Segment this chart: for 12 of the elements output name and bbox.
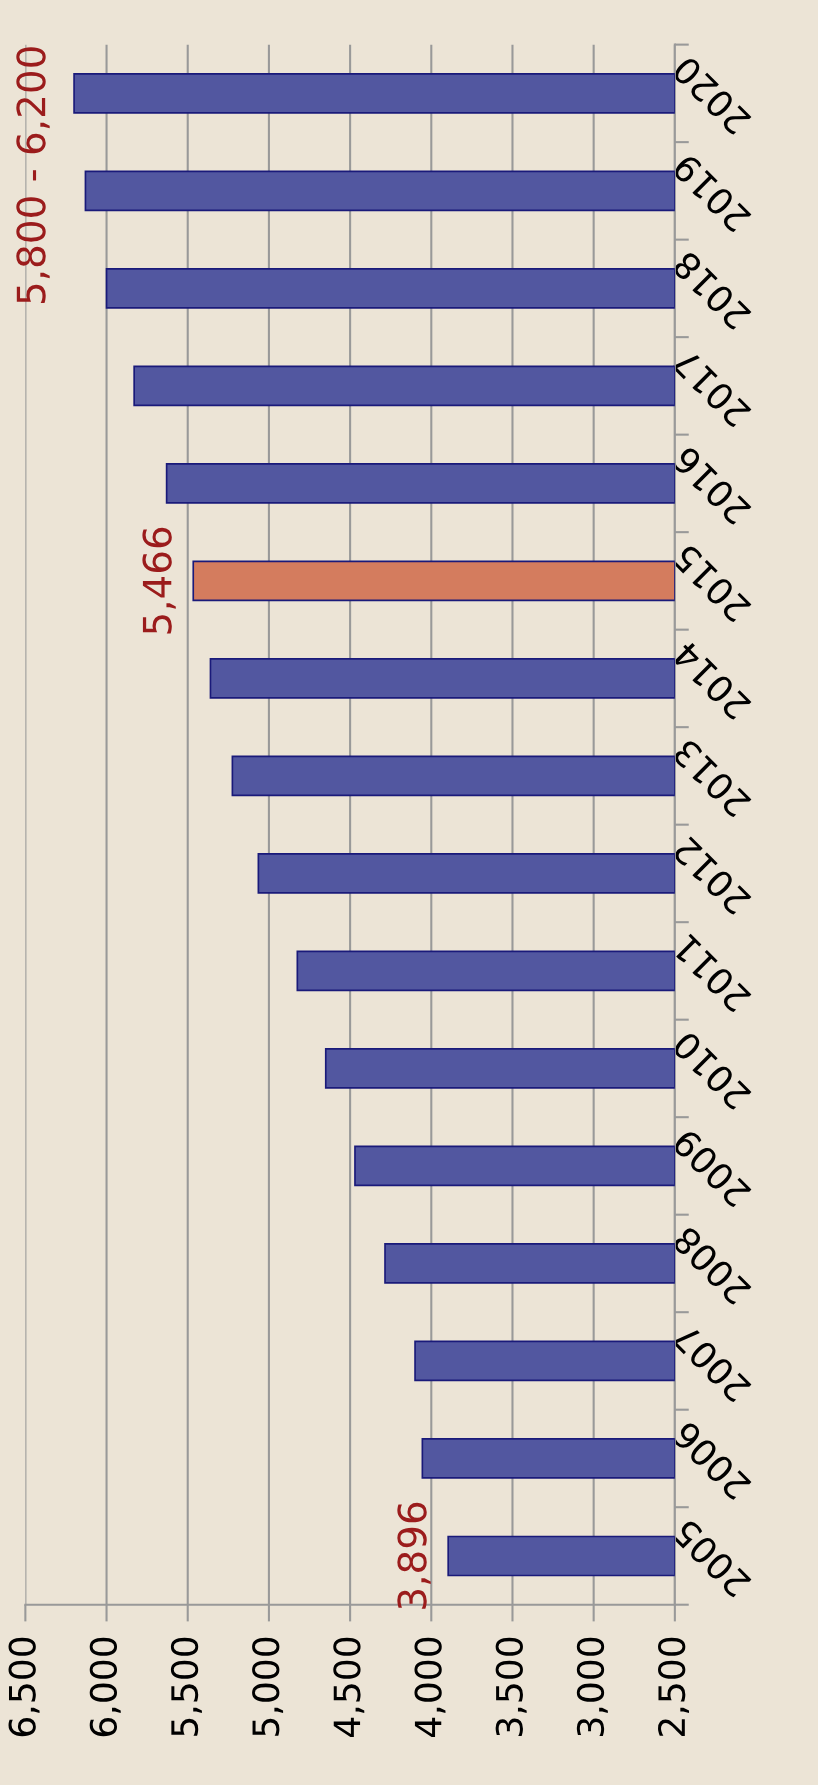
- x-tick-label: 2,500: [658, 1637, 690, 1736]
- x-tick-label: 6,500: [8, 1637, 40, 1737]
- x-tick-label: 5,000: [252, 1637, 284, 1736]
- x-tick-label: 5,500: [170, 1637, 202, 1736]
- x-tick-label: 4,000: [414, 1637, 446, 1737]
- x-tick-label: 6,000: [89, 1637, 121, 1737]
- x-tick-label: 3,000: [576, 1637, 608, 1736]
- data-label: 5,466: [142, 527, 176, 634]
- x-tick-label: 3,500: [495, 1637, 527, 1736]
- annotation: 5,800 - 6,200: [16, 47, 50, 304]
- data-label: 3,896: [397, 1502, 431, 1609]
- x-tick-label: 4,500: [333, 1637, 365, 1737]
